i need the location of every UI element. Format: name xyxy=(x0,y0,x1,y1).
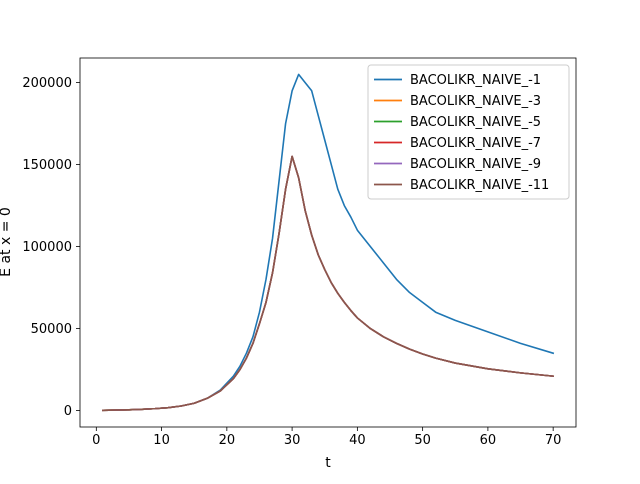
x-tick-label: 20 xyxy=(219,433,236,448)
legend: BACOLIKR_NAIVE_-1 BACOLIKR_NAIVE_-3 BACOLI… xyxy=(367,64,570,200)
legend-box xyxy=(367,64,570,200)
legend-label: BACOLIKR_NAIVE_-9 xyxy=(410,157,541,172)
y-tick-label: 100000 xyxy=(22,240,72,255)
x-tick-label: 30 xyxy=(284,433,301,448)
x-axis-ticks: 0 10 20 30 40 50 60 70 xyxy=(92,427,561,448)
legend-label: BACOLIKR_NAIVE_-7 xyxy=(410,136,541,151)
y-tick-label: 200000 xyxy=(22,76,72,91)
series-layer xyxy=(102,73,555,412)
x-tick-label: 70 xyxy=(545,433,562,448)
legend-label: BACOLIKR_NAIVE_-5 xyxy=(410,115,541,130)
x-tick-label: 60 xyxy=(480,433,497,448)
legend-label: BACOLIKR_NAIVE_-11 xyxy=(410,178,549,193)
x-tick-label: 10 xyxy=(153,433,170,448)
y-axis-label: E at x = 0 xyxy=(0,207,14,277)
y-axis-ticks: 0 50000 100000 150000 200000 xyxy=(22,76,80,419)
x-tick-label: 0 xyxy=(92,433,100,448)
x-tick-label: 50 xyxy=(414,433,431,448)
y-tick-label: 0 xyxy=(64,404,72,419)
legend-label: BACOLIKR_NAIVE_-3 xyxy=(410,94,541,109)
legend-label: BACOLIKR_NAIVE_-1 xyxy=(410,73,541,88)
y-tick-label: 50000 xyxy=(31,322,72,337)
series-line-6 xyxy=(102,155,555,412)
axes-frame xyxy=(79,57,577,428)
x-axis-label: t xyxy=(325,455,331,471)
y-tick-label: 150000 xyxy=(22,158,72,173)
axes-border xyxy=(79,57,577,428)
x-tick-label: 40 xyxy=(349,433,366,448)
